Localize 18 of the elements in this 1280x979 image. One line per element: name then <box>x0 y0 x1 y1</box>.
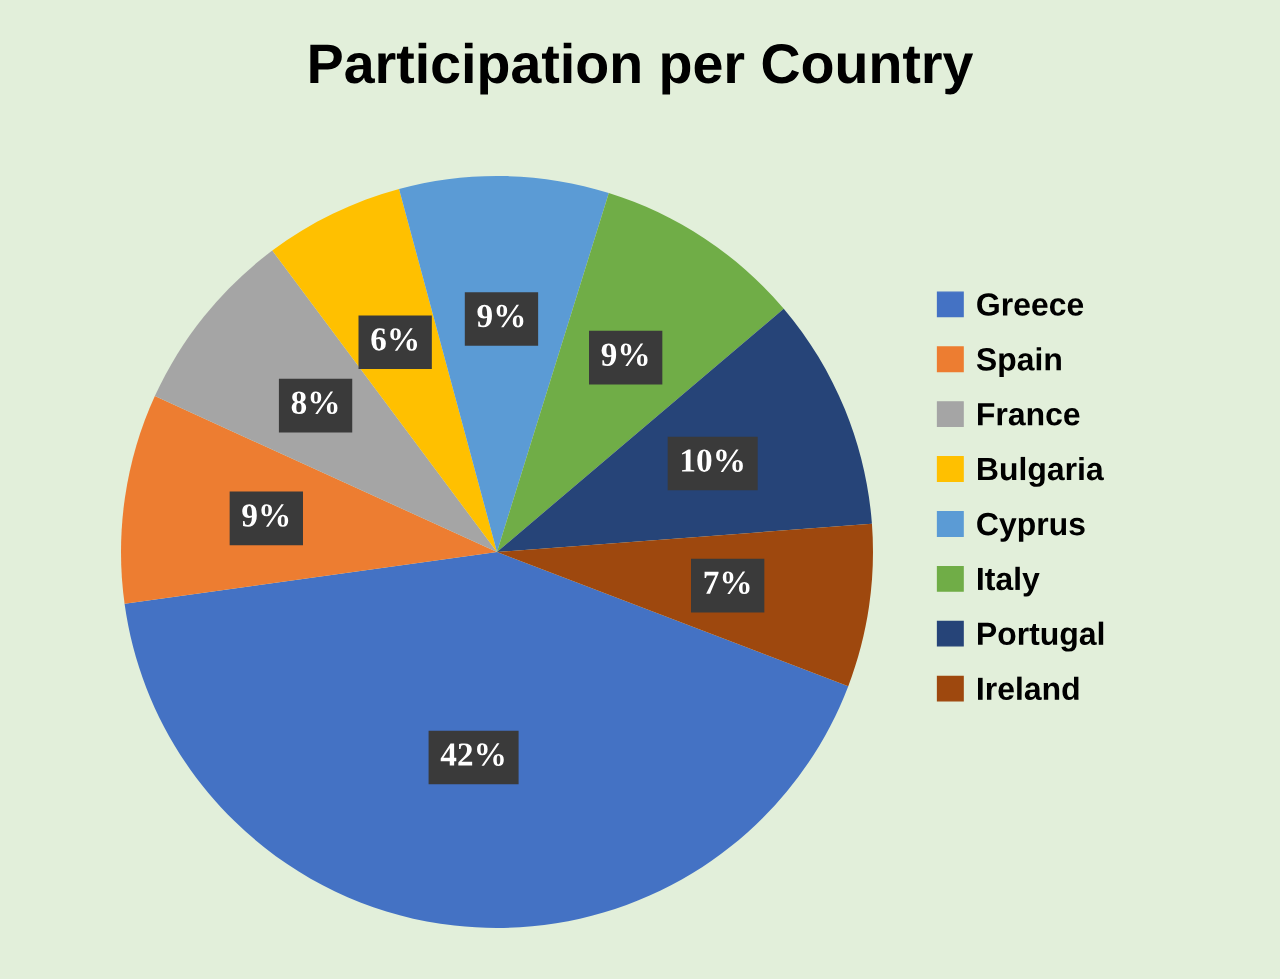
data-label: 9% <box>242 504 289 527</box>
data-label: 6% <box>371 328 418 351</box>
data-label: 8% <box>291 391 338 415</box>
data-label: 7% <box>704 571 750 595</box>
data-label: 10% <box>682 449 743 472</box>
legend-label: Italy <box>978 566 1040 597</box>
chart-title: Participation per Country <box>310 42 974 95</box>
data-label: 9% <box>601 343 648 367</box>
legend-label: Spain <box>976 347 1061 377</box>
legend-label: Bulgaria <box>978 456 1104 487</box>
legend-label: Cyprus <box>977 512 1085 542</box>
legend-label: Portugal <box>978 621 1104 652</box>
data-label: 42% <box>440 743 504 766</box>
legend-label: Greece <box>977 293 1084 316</box>
legend-label: France <box>978 403 1080 426</box>
data-label: 9% <box>477 304 524 328</box>
pie-slice <box>124 552 849 928</box>
legend-label: Ireland <box>978 676 1079 701</box>
